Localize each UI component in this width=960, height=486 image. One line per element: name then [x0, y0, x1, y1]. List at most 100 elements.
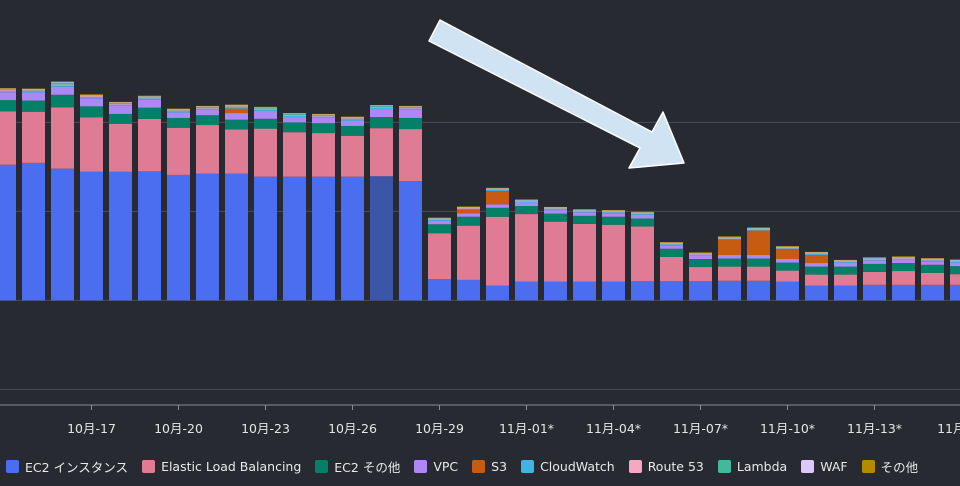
legend-swatch-0 — [6, 459, 19, 473]
bar-21-ec2-その他 — [602, 216, 625, 225]
bar-29-elastic-load-balancing — [834, 274, 857, 286]
bar-13-elastic-load-balancing — [370, 128, 393, 177]
bar-16-ec2-インスタンス — [457, 279, 480, 301]
x-tick-label-10: 11月-16 — [937, 421, 960, 436]
legend-swatch-9 — [861, 459, 875, 473]
bar-13-lambda — [370, 105, 393, 107]
bar-10-route-53 — [283, 114, 306, 116]
bar-7-waf — [196, 106, 219, 107]
bar-17-route-53 — [486, 189, 509, 191]
bar-5-cloudwatch — [138, 98, 161, 100]
bar-2-cloudwatch — [51, 85, 74, 87]
bar-5-route-53 — [138, 97, 161, 99]
bar-18-route-53 — [515, 200, 538, 202]
bar-28-waf — [805, 252, 828, 253]
x-tick-label-7: 11月-07* — [673, 421, 728, 436]
bars — [0, 81, 960, 301]
x-tick-label-6: 11月-04* — [586, 421, 641, 436]
bar-8-route-53 — [225, 106, 248, 108]
bar-23-elastic-load-balancing — [660, 256, 683, 282]
bar-14-route-53 — [399, 107, 422, 109]
legend-item-4[interactable]: S3 — [472, 459, 507, 474]
bar-24-elastic-load-balancing — [689, 267, 712, 282]
bar-31-vpc — [892, 259, 915, 264]
bar-5-ec2-その他 — [138, 107, 161, 119]
legend-item-6[interactable]: Route 53 — [628, 459, 704, 474]
bar-19-lambda — [544, 207, 567, 209]
bar-24-cloudwatch — [689, 254, 712, 256]
legend-item-8[interactable]: WAF — [801, 459, 848, 474]
bar-32-elastic-load-balancing — [921, 272, 944, 285]
bar-10-elastic-load-balancing — [283, 132, 306, 177]
x-tick-label-5: 11月-01* — [499, 421, 554, 436]
bar-29-ec2-その他 — [834, 266, 857, 275]
legend-label-4: S3 — [491, 458, 508, 474]
bar-31-ec2-その他 — [892, 263, 915, 272]
legend-item-7[interactable]: Lambda — [717, 459, 787, 474]
bar-33-elastic-load-balancing — [950, 274, 960, 285]
bar-7-vpc — [196, 109, 219, 116]
bar-15-その他 — [428, 217, 451, 219]
bar-27-cloudwatch — [776, 248, 799, 250]
bar-6-lambda — [167, 109, 190, 111]
bar-23-ec2-インスタンス — [660, 281, 683, 301]
bar-19-その他 — [544, 206, 567, 208]
bar-4-route-53 — [109, 103, 132, 105]
bar-33-ec2-その他 — [950, 266, 960, 275]
bar-29-route-53 — [834, 261, 857, 263]
bar-26-waf — [747, 227, 770, 229]
bar-12-elastic-load-balancing — [341, 135, 364, 177]
bar-13-route-53 — [370, 106, 393, 108]
bar-9-ec2-インスタンス — [254, 176, 277, 301]
bar-20-その他 — [573, 209, 596, 210]
bar-1-elastic-load-balancing — [22, 111, 45, 163]
bar-24-ec2-インスタンス — [689, 281, 712, 301]
legend-item-5[interactable]: CloudWatch — [521, 459, 615, 474]
bar-0-waf — [0, 88, 16, 90]
legend-swatch-1 — [142, 459, 156, 473]
bar-27-elastic-load-balancing — [776, 270, 799, 282]
bar-23-waf — [660, 242, 683, 244]
legend: EC2 インスタンス Elastic Load Balancing EC2 その他 V… — [6, 456, 932, 476]
legend-item-0[interactable]: EC2 インスタンス — [6, 457, 128, 476]
bar-33-その他 — [950, 259, 960, 261]
bar-21-cloudwatch — [602, 212, 625, 214]
bar-27-s3 — [776, 249, 799, 260]
bar-30-waf — [863, 257, 886, 259]
legend-item-1[interactable]: Elastic Load Balancing — [142, 459, 301, 474]
bar-11-その他 — [312, 113, 335, 115]
bar-16-その他 — [457, 206, 480, 208]
bar-17-その他 — [486, 187, 509, 189]
bar-18-lambda — [515, 200, 538, 201]
trend-arrow — [428, 19, 685, 169]
bar-31-waf — [892, 256, 915, 258]
bar-2-elastic-load-balancing — [51, 107, 74, 169]
bar-28-lambda — [805, 252, 828, 254]
bar-29-ec2-インスタンス — [834, 285, 857, 301]
bar-32-ec2-インスタンス — [921, 284, 944, 301]
bar-6-vpc — [167, 112, 190, 118]
bar-19-ec2-その他 — [544, 213, 567, 222]
bar-5-elastic-load-balancing — [138, 118, 161, 172]
bar-25-s3 — [718, 239, 741, 256]
bar-30-ec2-その他 — [863, 263, 886, 272]
legend-item-3[interactable]: VPC — [414, 459, 458, 474]
legend-item-9[interactable]: その他 — [861, 457, 918, 476]
bar-25-ec2-インスタンス — [718, 280, 741, 301]
legend-item-2[interactable]: EC2 その他 — [315, 457, 400, 476]
bar-16-ec2-その他 — [457, 216, 480, 226]
x-tick-label-4: 10月-29 — [415, 421, 464, 436]
bar-15-route-53 — [428, 218, 451, 220]
bar-2-lambda — [51, 82, 74, 85]
bar-23-vpc — [660, 245, 683, 249]
bar-19-vpc — [544, 210, 567, 214]
bar-31-ec2-インスタンス — [892, 284, 915, 301]
bar-20-ec2-その他 — [573, 215, 596, 224]
bar-24-その他 — [689, 252, 712, 253]
bar-29-waf — [834, 260, 857, 261]
bar-2-waf — [51, 81, 74, 83]
bar-30-vpc — [863, 260, 886, 264]
bar-22-vpc — [631, 214, 654, 219]
bar-18-elastic-load-balancing — [515, 214, 538, 282]
